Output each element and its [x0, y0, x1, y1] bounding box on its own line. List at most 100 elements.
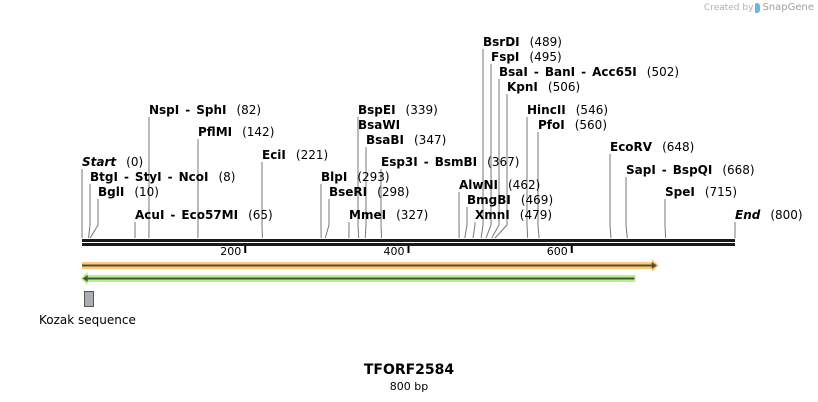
sequence-name: TFORF2584 [363, 362, 455, 378]
enzyme-name: FspI [491, 50, 520, 64]
enzyme-name: PfoI [538, 118, 565, 132]
cut-site-line [526, 117, 529, 239]
site-label-esp3i[interactable]: Esp3I - BsmBI (367) [381, 155, 520, 169]
site-position: (715) [704, 185, 738, 199]
site-position: (668) [722, 163, 755, 177]
site-label-bsai[interactable]: BsaI - BanI - Acc65I (502) [499, 65, 680, 79]
site-position: (367) [487, 155, 520, 169]
site-label-fspi[interactable]: FspI (495) [491, 50, 562, 64]
cut-site-line [537, 132, 540, 239]
enzyme-name: BsrDI [483, 35, 520, 49]
sequence-length: 800 bp [389, 380, 429, 393]
enzyme-name: AlwNI [459, 178, 498, 192]
kozak-sequence-box[interactable] [84, 291, 94, 307]
enzyme-name: StyI [134, 170, 162, 184]
enzyme-name: BseRI [329, 185, 368, 199]
cut-site-line [480, 49, 484, 239]
enzyme-name: SphI [196, 103, 227, 117]
site-position: (462) [508, 178, 541, 192]
site-position: (648) [662, 140, 695, 154]
site-position: (142) [242, 125, 275, 139]
enzyme-name: EciI [262, 148, 286, 162]
site-label-mmei[interactable]: MmeI (327) [349, 208, 428, 222]
cut-site-line [609, 154, 612, 239]
site-position: (479) [519, 208, 553, 222]
site-label-pfoi[interactable]: PfoI (560) [538, 118, 607, 132]
enzyme-name: SapI [626, 163, 656, 177]
credit-prefix: Created by [703, 2, 754, 13]
site-label-seri[interactable]: BseRI (298) [329, 185, 409, 199]
backbone-bottom-strand [82, 243, 735, 246]
site-label-xmni[interactable]: XmnI (479) [475, 208, 552, 222]
site-label-alwni[interactable]: AlwNI (462) [459, 178, 540, 192]
enzyme-name: HincII [527, 103, 566, 117]
site-label-bmgbi[interactable]: BmgBI (469) [467, 193, 553, 207]
site-label-nspi[interactable]: NspI - SphI (82) [149, 103, 262, 117]
snapgene-logo-icon [755, 2, 761, 13]
enzyme-name: EcoRV [610, 140, 653, 154]
enzyme-name: SpeI [665, 185, 695, 199]
snapgene-credit: Created by SnapGene [704, 2, 814, 13]
site-label-btgi[interactable]: BtgI - StyI - NcoI (8) [90, 170, 236, 184]
enzyme-name: BsmBI [434, 155, 478, 169]
enzyme-name: AcuI [135, 208, 165, 222]
site-label-sapi[interactable]: SapI - BspQI (668) [626, 163, 755, 177]
site-label-bgli[interactable]: BglI (10) [98, 185, 159, 199]
cut-site-line [464, 207, 468, 239]
site-label-end[interactable]: End (800) [735, 208, 803, 222]
site-position: (339) [405, 103, 438, 117]
site-position: (327) [396, 208, 429, 222]
cut-site-line [364, 147, 367, 239]
cut-site-line [625, 177, 628, 239]
site-label-bspei[interactable]: BspEI (339) [358, 103, 438, 117]
scale-tick-label: 200 [220, 245, 242, 258]
enzyme-name: BglI [98, 185, 125, 199]
cut-site-line [357, 117, 360, 239]
enzyme-name: KpnI [507, 80, 538, 94]
enzyme-name: PflMI [198, 125, 233, 139]
cut-site-line [664, 199, 667, 239]
credit-brand: SnapGene [762, 2, 814, 13]
site-position: (10) [134, 185, 159, 199]
site-position: (65) [248, 208, 273, 222]
site-label-blpi[interactable]: BlpI (293) [321, 170, 390, 184]
enzyme-name: Acc65I [592, 65, 637, 79]
enzyme-name: MmeI [349, 208, 387, 222]
site-label-spei[interactable]: SpeI (715) [665, 185, 737, 199]
site-label-ecii[interactable]: EciI (221) [262, 148, 328, 162]
enzyme-name: BsaBI [366, 133, 404, 147]
site-position: (347) [414, 133, 447, 147]
cut-site-line [472, 222, 476, 239]
site-position: (489) [529, 35, 562, 49]
scale-tick-label: 400 [383, 245, 405, 258]
scale-tick [570, 246, 573, 253]
enzyme-name: Esp3I [381, 155, 418, 169]
cut-site-line [491, 79, 500, 239]
backbone-top-strand [82, 239, 735, 242]
cut-site-line [88, 184, 91, 239]
site-label-start[interactable]: Start (0) [82, 155, 143, 169]
kozak-label[interactable]: Kozak sequence [39, 313, 136, 327]
site-label-acui[interactable]: AcuI - Eco57MI (65) [135, 208, 273, 222]
site-label-hincii[interactable]: HincII (546) [527, 103, 608, 117]
cut-site-line [324, 199, 330, 239]
site-position: (546) [575, 103, 609, 117]
site-position: (8) [218, 170, 236, 184]
site-label-bsrdi[interactable]: BsrDI (489) [483, 35, 562, 49]
enzyme-name: Eco57MI [181, 208, 239, 222]
enzyme-name: NcoI [178, 170, 209, 184]
enzyme-name: End [735, 208, 761, 222]
enzyme-name: XmnI [475, 208, 510, 222]
site-label-pflmi[interactable]: PflMI (142) [198, 125, 274, 139]
enzyme-name: BspQI [672, 163, 713, 177]
site-label-kpni[interactable]: KpnI (506) [507, 80, 580, 94]
site-position: (0) [126, 155, 144, 169]
site-label-bsawi[interactable]: BsaWI [358, 118, 400, 132]
site-position: (82) [236, 103, 262, 117]
enzyme-name: BtgI [90, 170, 118, 184]
site-label-ecorv[interactable]: EcoRV (648) [610, 140, 694, 154]
site-label-bsabi[interactable]: BsaBI (347) [366, 133, 446, 147]
enzyme-name: BspEI [358, 103, 396, 117]
